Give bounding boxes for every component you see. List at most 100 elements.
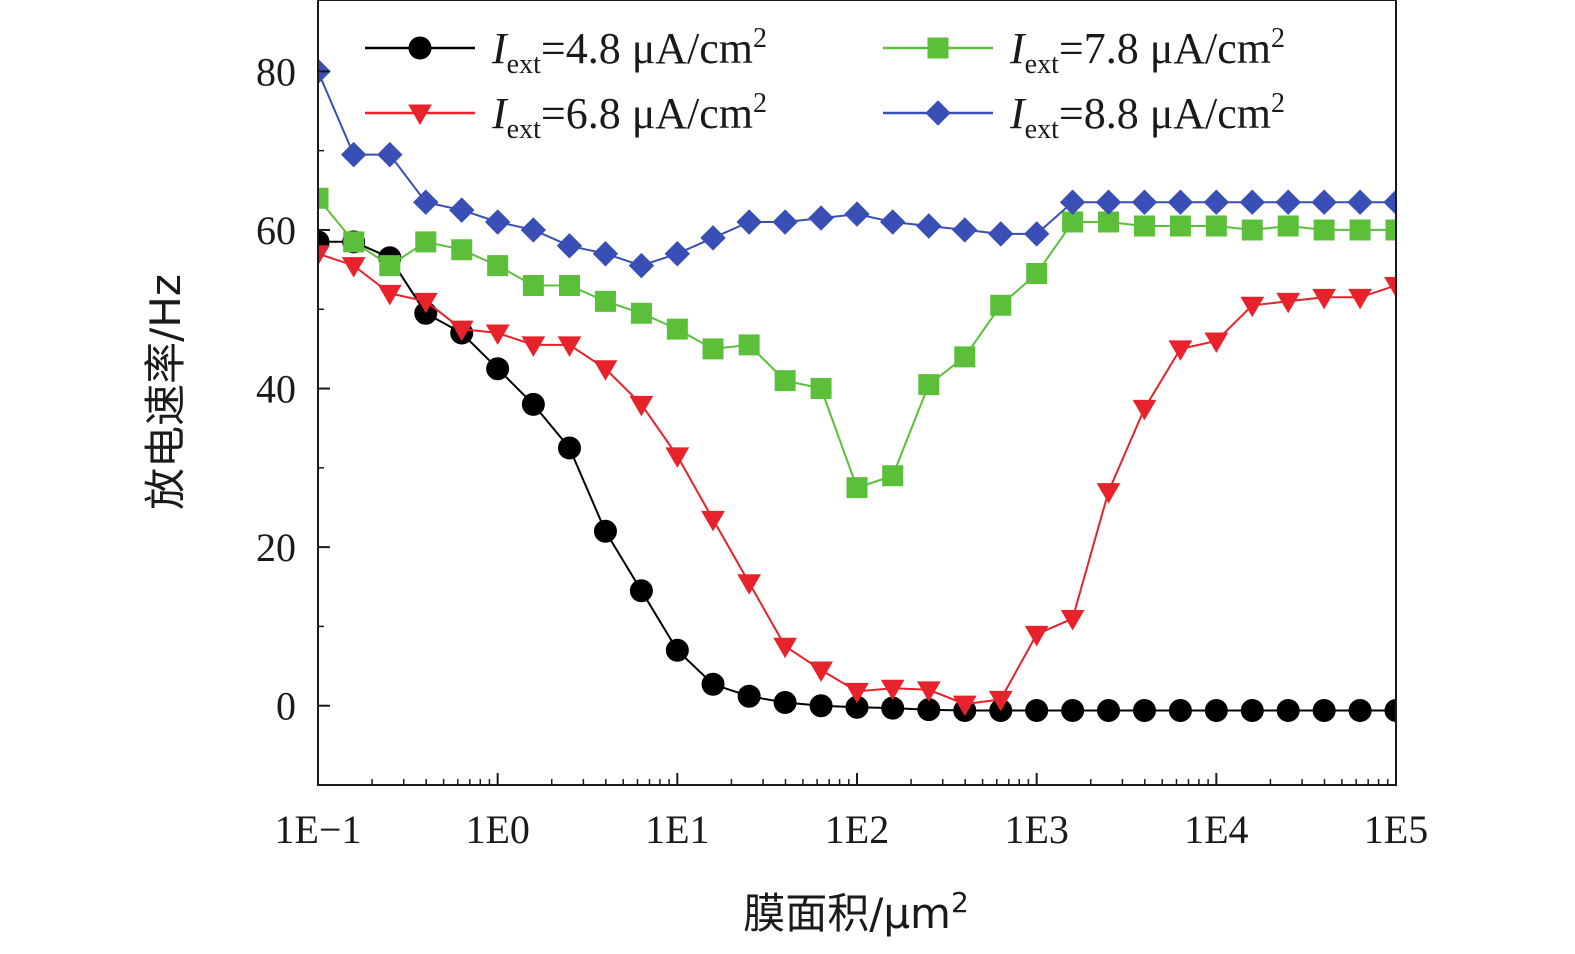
data-point <box>1023 221 1050 247</box>
data-point <box>666 318 688 340</box>
data-point <box>1026 263 1048 285</box>
data-point <box>1168 698 1192 722</box>
x-axis-title: 膜面积/μm2 <box>743 886 969 938</box>
data-point <box>485 324 510 346</box>
data-point <box>773 691 797 715</box>
data-point <box>628 252 655 279</box>
data-point <box>810 378 832 400</box>
data-point <box>772 209 798 235</box>
data-point <box>844 201 870 227</box>
data-point <box>882 465 904 487</box>
series-4 <box>318 58 1396 279</box>
data-point <box>701 510 725 532</box>
axis-layer: 1E−1 1E0 1E1 1E2 1E3 1E4 1E5 0 20 40 60 80 <box>256 49 1428 852</box>
legend-item: Iext=6.8 μA/cm2 <box>365 88 767 145</box>
data-point <box>737 574 762 595</box>
data-point <box>451 239 473 261</box>
data-point <box>773 637 797 659</box>
x-tick-label: 1E5 <box>1364 807 1428 852</box>
data-point <box>1276 292 1301 314</box>
data-point <box>558 274 580 296</box>
x-tick-label: 1E−1 <box>275 807 362 852</box>
y-tick-label: 0 <box>276 684 296 729</box>
data-point <box>988 221 1014 247</box>
series-1 <box>318 230 1396 722</box>
series-line <box>318 240 1396 712</box>
data-point <box>318 187 329 209</box>
data-point <box>1239 189 1265 215</box>
data-point <box>881 696 905 720</box>
data-point <box>952 695 977 717</box>
data-point <box>1204 332 1229 353</box>
data-point <box>557 436 581 460</box>
data-point <box>522 274 544 296</box>
data-point <box>413 292 438 314</box>
data-point <box>1169 215 1191 237</box>
data-point <box>1348 288 1372 310</box>
data-point <box>1203 189 1230 215</box>
data-point <box>917 698 941 722</box>
data-point <box>808 205 834 231</box>
legend-label: Iext=4.8 μA/cm2 <box>491 23 767 80</box>
data-point <box>916 681 941 702</box>
data-point <box>665 447 690 468</box>
legend-marker <box>408 104 432 125</box>
legend-label: Iext=8.8 μA/cm2 <box>1009 88 1285 145</box>
data-point <box>1241 219 1263 241</box>
data-point <box>1240 296 1265 318</box>
data-point <box>1131 189 1158 215</box>
data-point <box>449 197 475 223</box>
data-point <box>340 141 367 168</box>
data-point <box>1313 219 1335 241</box>
data-point <box>1277 215 1299 237</box>
data-point <box>738 334 760 356</box>
data-point <box>665 638 689 662</box>
data-point <box>1312 288 1337 310</box>
legend-item: Iext=8.8 μA/cm2 <box>883 88 1285 145</box>
legend-item: Iext=7.8 μA/cm2 <box>883 23 1285 80</box>
data-point <box>556 233 583 259</box>
data-point <box>487 255 509 277</box>
data-point <box>879 209 906 235</box>
data-point <box>1132 698 1156 722</box>
data-point <box>1312 698 1336 722</box>
legend-label: Iext=6.8 μA/cm2 <box>491 88 767 145</box>
legend-marker <box>927 37 949 59</box>
series-line <box>318 197 1396 489</box>
data-point <box>1062 211 1084 233</box>
y-tick-label: 60 <box>256 208 296 253</box>
data-point <box>809 694 833 718</box>
data-point <box>1133 215 1155 237</box>
data-point <box>520 217 547 243</box>
data-point <box>701 672 725 696</box>
data-point <box>343 231 365 253</box>
data-point <box>990 294 1012 316</box>
y-axis-title: 放电速率/Hz <box>141 274 190 510</box>
data-point <box>593 519 617 543</box>
data-point <box>880 679 905 701</box>
x-tick-label: 1E3 <box>1004 807 1068 852</box>
data-point <box>700 225 726 251</box>
data-point <box>952 217 978 243</box>
data-point <box>592 241 619 267</box>
x-tick-label: 1E2 <box>825 807 889 852</box>
data-point <box>1168 340 1193 361</box>
data-point <box>484 209 511 235</box>
series-2 <box>318 245 1396 717</box>
data-point <box>1276 698 1300 722</box>
x-tick-label: 1E0 <box>465 807 529 852</box>
x-tick-label: 1E4 <box>1184 807 1248 852</box>
data-point <box>594 290 616 312</box>
data-point <box>1060 609 1085 631</box>
legend: Iext=4.8 μA/cm2 Iext=6.8 μA/cm2 Iext=7.8 μ… <box>365 23 1285 145</box>
y-tick-label: 80 <box>256 49 296 94</box>
data-point <box>1311 189 1337 215</box>
data-point <box>845 682 869 704</box>
data-point <box>918 374 940 396</box>
data-point <box>1025 698 1049 722</box>
data-point <box>1348 698 1372 722</box>
data-point <box>1347 189 1373 215</box>
data-point <box>988 690 1013 712</box>
legend-label: Iext=7.8 μA/cm2 <box>1009 23 1285 80</box>
data-point <box>916 213 942 239</box>
